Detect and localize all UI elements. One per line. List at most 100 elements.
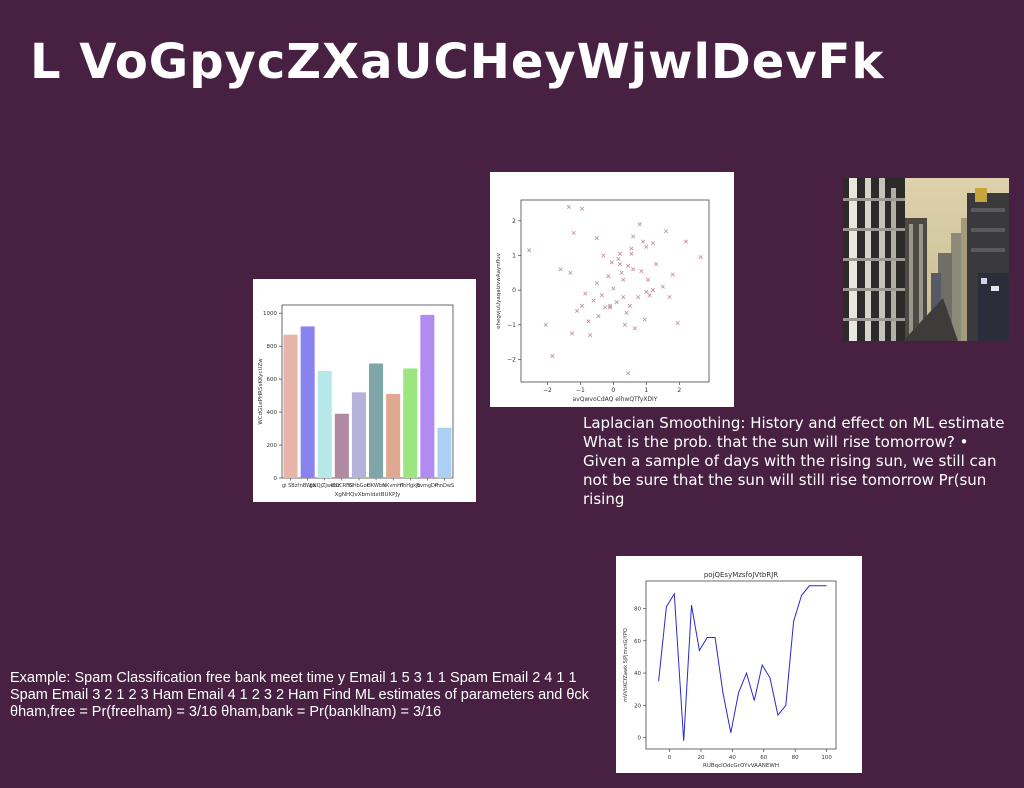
bar-9 xyxy=(437,427,452,478)
scatter-point-39 xyxy=(642,317,647,322)
bar-0 xyxy=(283,334,298,478)
line-xtick-label-0: 0 xyxy=(668,755,672,761)
scatter-point-16 xyxy=(670,272,675,277)
scatter-point-9 xyxy=(594,236,599,241)
bar-ytick-label-3: 600 xyxy=(267,377,278,383)
scatter-ytick-label-1: −1 xyxy=(507,322,516,329)
scatter-point-0 xyxy=(566,204,571,210)
scatter-point-45 xyxy=(603,305,608,310)
scatter-point-29 xyxy=(660,284,665,289)
bar-7 xyxy=(403,368,418,478)
bar-2 xyxy=(317,370,332,478)
city-street-photo xyxy=(843,178,1009,341)
bar-category-label-9: rhnDwS xyxy=(435,483,454,489)
line-y-axis-label: mVVtiKCfZawk SjPjmvnGjYPO xyxy=(623,628,629,702)
scatter-plot-frame xyxy=(520,199,710,383)
scatter-xtick-label-1: −1 xyxy=(576,387,585,394)
scatter-point-32 xyxy=(570,331,575,336)
scatter-xtick-label-2: 0 xyxy=(611,387,615,394)
scatter-chart: −2 −1 0 1 2 −2 −1 0 1 2 avQwvoCdAQ elhwQTfyXDIY ehe… xyxy=(496,199,710,403)
scatter-point-34 xyxy=(596,314,601,319)
scatter-point-14 xyxy=(640,239,646,244)
scatter-point-4 xyxy=(571,230,576,236)
scatter-point-57 xyxy=(647,293,652,298)
scatter-point-40 xyxy=(650,288,656,293)
scatter-point-15 xyxy=(664,229,669,234)
bar-chart-card: 0 200 400 600 800 1000 gi SBzf nBWJx pNQjZJwebz I… xyxy=(253,279,476,502)
bar-y-axis-label: WCdGLePHRSsKKycUZw xyxy=(258,358,264,425)
scatter-point-41 xyxy=(667,294,672,300)
scatter-point-50 xyxy=(639,268,644,274)
scatter-xtick-label-0: −2 xyxy=(543,387,552,394)
scatter-point-46 xyxy=(599,293,604,298)
scatter-chart-card: −2 −1 0 1 2 −2 −1 0 1 2 avQwvoCdAQ elhwQTfyXDIY ehe… xyxy=(490,172,734,407)
scatter-point-44 xyxy=(622,322,627,327)
scatter-point-2 xyxy=(637,222,642,227)
scatter-point-19 xyxy=(609,260,614,265)
line-ytick-label-0: 0 xyxy=(638,736,642,742)
scatter-point-48 xyxy=(579,303,585,308)
scatter-point-10 xyxy=(601,253,606,258)
scatter-point-61 xyxy=(629,251,634,256)
line-series xyxy=(658,585,827,741)
bar-ytick-label-4: 800 xyxy=(267,344,278,350)
scatter-xtick-label-4: 2 xyxy=(677,387,681,394)
line-chart-card: pojQEsyMzsfoJVtbRJR 0 20 40 60 80 100 0 20 40 60 80… xyxy=(616,556,862,773)
scatter-point-8 xyxy=(698,255,703,260)
scatter-point-27 xyxy=(636,294,641,300)
line-xtick-label-1: 20 xyxy=(697,755,704,761)
line-ytick-label-1: 20 xyxy=(634,703,641,709)
scatter-point-7 xyxy=(683,239,688,244)
scatter-ytick-label-3: 1 xyxy=(512,252,516,259)
scatter-x-axis-label: avQwvoCdAQ elhwQTfyXDIY xyxy=(573,396,658,403)
bar-category-label-4: lNHbGoC xyxy=(348,483,371,489)
bar-category-label-8: EvmgDP xyxy=(417,483,438,489)
line-ytick-label-2: 40 xyxy=(634,671,641,677)
bar-chart: 0 200 400 600 800 1000 gi SBzf nBWJxpNQjZJwebzI… xyxy=(258,304,454,498)
bar-ytick-label-0: 0 xyxy=(274,476,278,482)
bar-ytick-label-2: 400 xyxy=(267,410,278,416)
scatter-point-12 xyxy=(629,246,634,251)
scatter-point-56 xyxy=(626,263,631,268)
bar-x-axis-label: XgNHQvXbmidxtBUKPJy xyxy=(335,492,401,498)
scatter-point-53 xyxy=(619,270,624,275)
slide-title: L VoGpycZXaUCHeyWjwlDevFk xyxy=(30,34,885,90)
bar-1 xyxy=(300,326,315,478)
line-xtick-label-3: 60 xyxy=(760,755,767,761)
scatter-point-36 xyxy=(607,305,613,310)
bar-category-label-3: IEDCRFG xyxy=(331,483,353,489)
line-x-axis-label: RUBqclOdcGrOYvVAANEWH xyxy=(703,763,779,769)
scatter-point-31 xyxy=(543,322,548,327)
scatter-point-30 xyxy=(550,353,555,359)
scatter-point-42 xyxy=(675,320,680,326)
bar-category-label-6: NKvmHT xyxy=(382,483,405,489)
line-xtick-label-4: 80 xyxy=(792,755,799,761)
scatter-point-54 xyxy=(594,281,599,286)
line-ytick-label-4: 80 xyxy=(634,606,641,612)
scatter-point-59 xyxy=(617,262,623,267)
scatter-point-49 xyxy=(588,333,593,338)
scatter-point-22 xyxy=(606,274,611,279)
bar-plot-frame xyxy=(281,304,454,479)
scatter-point-38 xyxy=(624,310,629,315)
scatter-point-33 xyxy=(586,319,591,324)
scatter-point-11 xyxy=(617,251,623,256)
scatter-point-60 xyxy=(607,303,613,308)
line-plot-frame xyxy=(645,580,837,750)
scatter-point-18 xyxy=(616,256,621,262)
scatter-point-24 xyxy=(558,267,563,272)
bar-4 xyxy=(351,392,366,478)
bar-5 xyxy=(369,363,384,478)
line-chart: pojQEsyMzsfoJVtbRJR 0 20 40 60 80 100 0 20 40 60 80… xyxy=(623,571,837,769)
scatter-point-58 xyxy=(568,270,573,275)
scatter-point-51 xyxy=(644,244,649,249)
scatter-ytick-label-2: 0 xyxy=(512,287,516,294)
line-xtick-label-5: 100 xyxy=(821,755,832,761)
bar-category-label-1: nBWJx xyxy=(300,483,316,489)
line-chart-title: pojQEsyMzsfoJVtbRJR xyxy=(704,571,778,579)
bar-category-label-2: pNQjZJwebz xyxy=(310,483,340,489)
line-ytick-label-3: 60 xyxy=(634,639,641,645)
scatter-point-5 xyxy=(626,371,631,376)
smoothing-caption: Laplacian Smoothing: History and effect … xyxy=(583,414,1005,508)
scatter-y-axis-label: ehegvjuUyaqaizvwAaynfluv xyxy=(496,252,502,329)
